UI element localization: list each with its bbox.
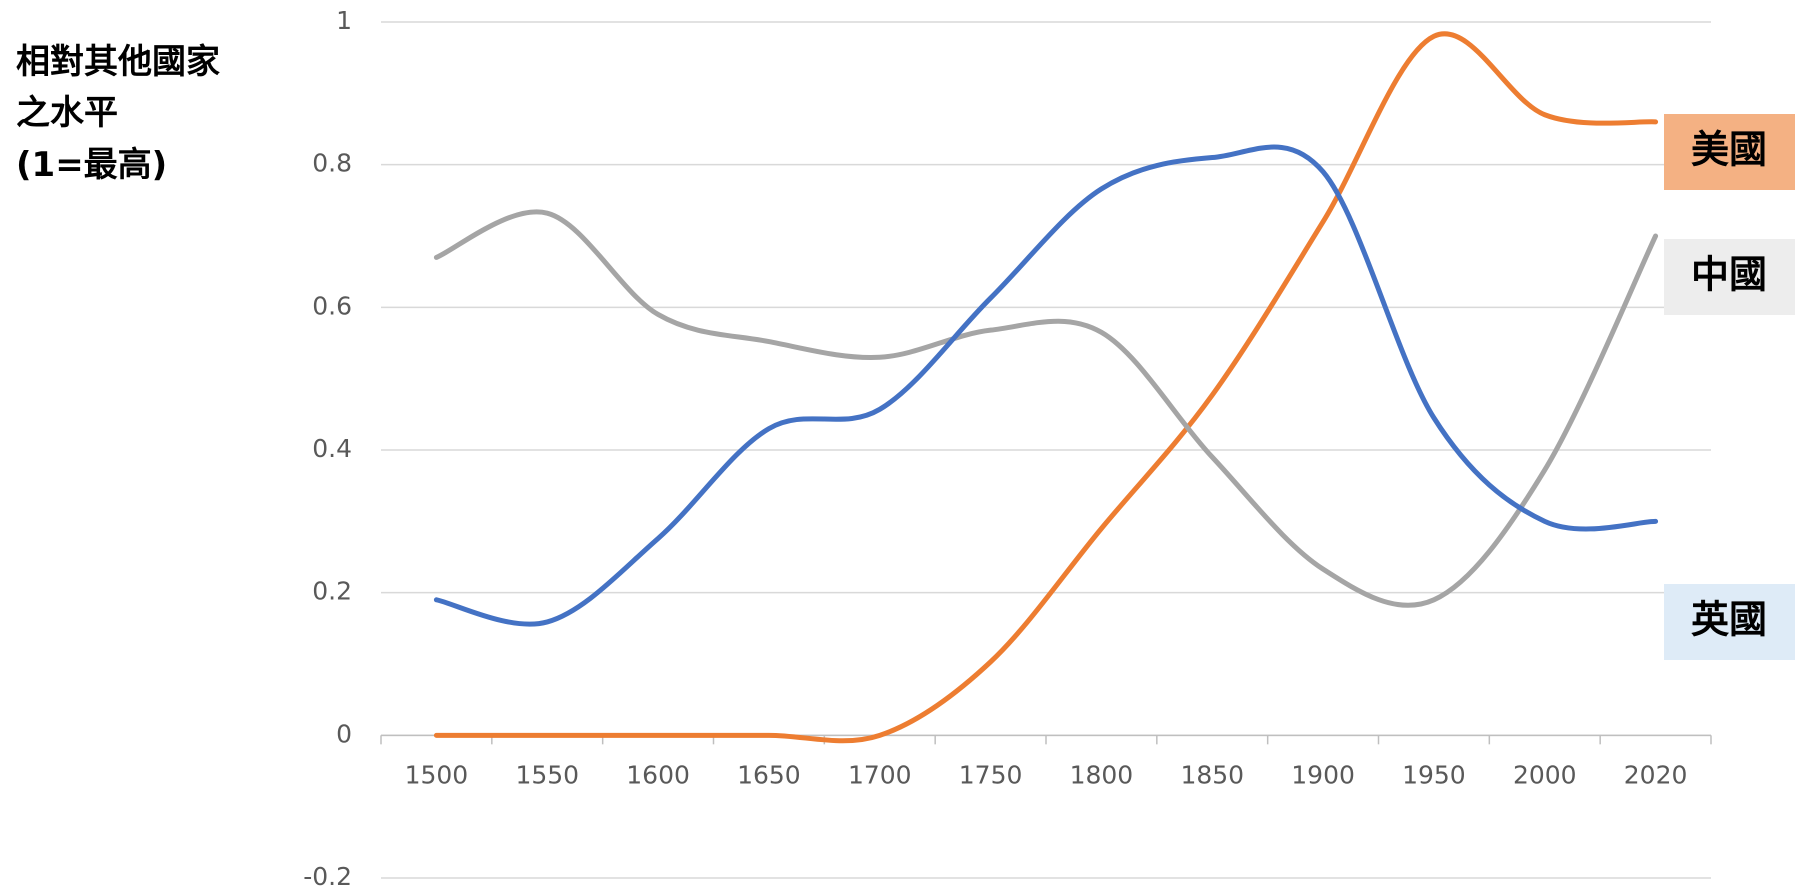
legend-label: 英國 [1691, 598, 1767, 642]
label-box [1664, 584, 1795, 660]
y-tick-label: -0.2 [303, 862, 352, 891]
y-tick-label: 0.6 [312, 291, 352, 320]
y-tick-label: 0 [336, 719, 352, 748]
y-axis-title: 之水平 [16, 93, 118, 133]
x-tick-label: 2000 [1513, 760, 1577, 789]
x-tick-label: 1700 [848, 760, 912, 789]
y-tick-label: 0.8 [312, 149, 352, 178]
y-tick-label: 0.2 [312, 577, 352, 606]
label-box [1664, 114, 1795, 190]
legend-label: 美國 [1691, 128, 1767, 172]
x-tick-label: 1950 [1402, 760, 1466, 789]
x-tick-label: 2020 [1624, 760, 1688, 789]
x-tick-label: 1500 [405, 760, 469, 789]
x-tick-label: 1600 [626, 760, 690, 789]
label-box [1664, 239, 1795, 315]
x-tick-label: 1850 [1180, 760, 1244, 789]
y-tick-label: 0.4 [312, 434, 352, 463]
y-axis-title: (1=最高) [16, 145, 167, 185]
x-tick-label: 1800 [1070, 760, 1134, 789]
series-line [433, 31, 1659, 744]
x-tick-label: 1650 [737, 760, 801, 789]
series-line [433, 209, 1659, 608]
x-tick-label: 1750 [959, 760, 1023, 789]
y-tick-label: 1 [336, 6, 352, 35]
x-tick-label: 1550 [515, 760, 579, 789]
y-axis-title: 相對其他國家 [16, 42, 220, 82]
x-tick-label: 1900 [1291, 760, 1355, 789]
legend-label: 中國 [1691, 253, 1767, 297]
series-line [433, 144, 1659, 627]
